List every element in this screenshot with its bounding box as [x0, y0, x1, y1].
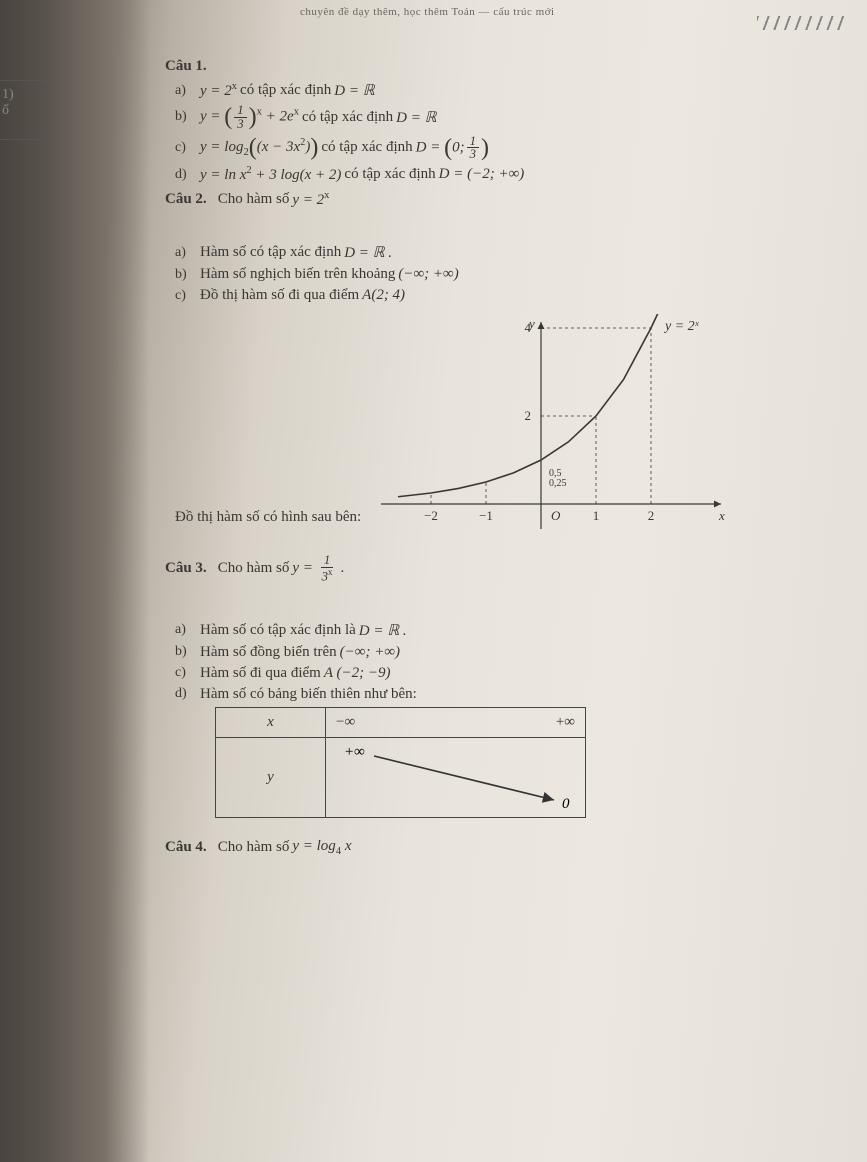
q1-option-a: a) y = 2x có tập xác định D = ℝ	[175, 81, 815, 100]
q2-title: Câu 2.	[165, 191, 207, 208]
q1c-domain: D = (0;13)	[416, 135, 489, 162]
q3-option-c: c) Hàm số đi qua điểm A (−2; −9)	[175, 665, 815, 682]
q2b-text: Hàm số nghịch biến trên khoảng	[200, 266, 395, 283]
var-table-x-range: −∞ +∞	[326, 707, 586, 737]
var-table-y: y	[216, 737, 326, 817]
q2a-text: Hàm số có tập xác định	[200, 244, 341, 261]
q2c-label: c)	[175, 288, 197, 304]
q3c-label: c)	[175, 665, 197, 681]
q3b-text: Hàm số đồng biến trên	[200, 644, 337, 661]
svg-text:y = 2ˣ: y = 2ˣ	[663, 319, 700, 334]
q1d-label: d)	[175, 167, 197, 183]
q1-option-c: c) y = log2((x − 3x2)) có tập xác định D…	[175, 135, 815, 162]
q1-option-d: d) y = ln x2 + 3 log(x + 2) có tập xác đ…	[175, 165, 815, 184]
q1b-domain: D = ℝ	[396, 108, 436, 127]
q3b-label: b)	[175, 644, 197, 660]
table-row: x −∞ +∞	[216, 707, 586, 737]
svg-text:0,25: 0,25	[549, 478, 567, 489]
svg-text:2: 2	[648, 508, 655, 523]
q3-heading: Câu 3. Cho hàm số y = 13x .	[175, 554, 815, 583]
q1-title: Câu 1.	[165, 58, 815, 75]
q4-fn: y = log4 x	[292, 838, 351, 857]
q3c-text: Hàm số đi qua điểm	[200, 665, 321, 682]
q2b-interval: (−∞; +∞)	[398, 266, 458, 283]
q4-heading: Câu 4. Cho hàm số y = log4 x	[175, 838, 815, 857]
svg-text:y: y	[527, 316, 535, 331]
page-content: Câu 1. a) y = 2x có tập xác định D = ℝ b…	[175, 50, 815, 861]
svg-text:O: O	[551, 508, 561, 523]
neg-inf: −∞	[336, 714, 355, 731]
q2-stem: Cho hàm số	[218, 191, 290, 208]
svg-text:−1: −1	[479, 508, 493, 523]
var-table-x: x	[216, 707, 326, 737]
q3-option-b: b) Hàm số đồng biến trên (−∞; +∞)	[175, 644, 815, 661]
q2b-label: b)	[175, 267, 197, 283]
svg-text:2: 2	[525, 408, 532, 423]
q2-chart-caption: Đồ thị hàm số có hình sau bên:	[175, 509, 371, 534]
q2-chart-row: Đồ thị hàm số có hình sau bên: −2−11224O…	[175, 314, 815, 534]
svg-text:+∞: +∞	[344, 744, 365, 760]
q3-stem: Cho hàm số	[218, 560, 290, 577]
q3b-interval: (−∞; +∞)	[340, 644, 400, 661]
var-table-y-trend: +∞ 0	[326, 737, 586, 817]
left-frag-1: 1)	[2, 87, 48, 103]
q1a-fn: y = 2x	[200, 81, 237, 100]
q3a-domain: D = ℝ .	[359, 621, 407, 640]
q3-option-d: d) Hàm số có bảng biến thiên như bên:	[175, 686, 815, 703]
q3-period: .	[340, 560, 344, 577]
q2-option-a: a) Hàm số có tập xác định D = ℝ .	[175, 243, 815, 262]
q2-option-c: c) Đồ thị hàm số đi qua điểm A(2; 4)	[175, 287, 815, 304]
q4-stem: Cho hàm số	[218, 839, 290, 856]
svg-text:−2: −2	[424, 508, 438, 523]
q3-option-a: a) Hàm số có tập xác định là D = ℝ .	[175, 621, 815, 640]
q3a-label: a)	[175, 622, 197, 638]
table-row: y +∞ 0	[216, 737, 586, 817]
pos-inf: +∞	[556, 714, 575, 731]
q4-title: Câu 4.	[165, 839, 207, 856]
q2c-point: A(2; 4)	[362, 287, 405, 304]
q2-heading: Câu 2. Cho hàm số y = 2x	[175, 190, 815, 209]
page-header-text: chuyên đề dạy thêm, học thêm Toán — cấu …	[300, 6, 555, 18]
svg-text:1: 1	[593, 508, 600, 523]
q3-title: Câu 3.	[165, 560, 207, 577]
q3a-text: Hàm số có tập xác định là	[200, 622, 356, 639]
q2c-text: Đồ thị hàm số đi qua điểm	[200, 287, 359, 304]
q1c-label: c)	[175, 140, 197, 156]
q2a-label: a)	[175, 245, 197, 261]
variation-arrow: +∞ 0	[326, 738, 584, 816]
q3d-label: d)	[175, 686, 197, 702]
q1-option-b: b) y = (13)x + 2ex có tập xác định D = ℝ	[175, 104, 815, 131]
q1a-tail: có tập xác định	[240, 82, 331, 99]
q1c-tail: có tập xác định	[321, 139, 412, 156]
variation-table: x −∞ +∞ y +∞ 0	[215, 707, 586, 818]
q1d-fn: y = ln x2 + 3 log(x + 2)	[200, 165, 341, 184]
q1b-label: b)	[175, 109, 197, 125]
q1c-fn: y = log2((x − 3x2))	[200, 137, 318, 158]
exponential-chart: −2−11224Oxyy = 2ˣ0,50,25	[371, 314, 731, 534]
header-stripes-decoration	[757, 16, 847, 30]
q1a-label: a)	[175, 83, 197, 99]
q1a-domain: D = ℝ	[334, 81, 374, 100]
q2-fn: y = 2x	[292, 190, 329, 209]
svg-text:x: x	[718, 508, 725, 523]
q1b-fn: y = (13)x + 2ex	[200, 104, 299, 131]
q1d-domain: D = (−2; +∞)	[439, 166, 525, 183]
q3-fn: y = 13x	[292, 554, 337, 583]
q3c-point: A (−2; −9)	[324, 665, 391, 682]
book-spine-shadow	[0, 0, 150, 1162]
svg-text:0: 0	[562, 796, 570, 812]
q2-option-b: b) Hàm số nghịch biến trên khoảng (−∞; +…	[175, 266, 815, 283]
q1d-tail: có tập xác định	[344, 166, 435, 183]
left-frag-2: ố	[2, 103, 48, 119]
q3d-text: Hàm số có bảng biến thiên như bên:	[200, 686, 417, 703]
q2a-domain: D = ℝ .	[344, 243, 392, 262]
q1b-tail: có tập xác định	[302, 109, 393, 126]
left-margin-fragment: 1) ố	[0, 80, 50, 140]
